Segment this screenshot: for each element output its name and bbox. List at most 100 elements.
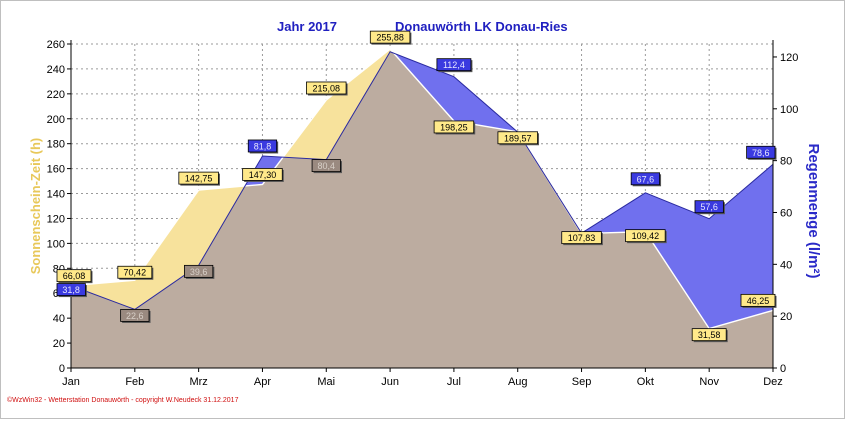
chart-title-year: Jahr 2017: [277, 19, 337, 34]
rain-data-label-text: 22,6: [126, 311, 144, 321]
chart-title-location: Donauwörth LK Donau-Ries: [395, 19, 568, 34]
rain-data-label-text: 67,6: [637, 174, 655, 184]
rain-data-label: 81,8: [247, 139, 279, 154]
rain-data-label-text: 31,8: [62, 285, 80, 295]
sunshine-data-label: 198,25: [433, 120, 476, 135]
right-tick-label: 80: [780, 156, 792, 168]
sunshine-data-label: 31,58: [691, 328, 728, 343]
left-tick-label: 260: [47, 39, 65, 51]
x-tick-label: Apr: [254, 376, 271, 388]
sunshine-data-label-text: 147,30: [249, 170, 277, 180]
sunshine-data-label: 46,25: [740, 293, 777, 308]
rain-data-label-box: [184, 264, 214, 278]
sunshine-data-label-box: [561, 231, 602, 245]
rain-data-label: 112,4: [436, 58, 473, 73]
sunshine-data-label: 189,57: [497, 131, 540, 146]
rain-data-label-text: 57,6: [700, 202, 718, 212]
rain-data-label: 78,6: [746, 145, 777, 160]
sunshine-data-label-text: 198,25: [440, 122, 468, 132]
left-tick-label: 0: [59, 363, 65, 375]
sunshine-data-label: 107,83: [561, 231, 603, 246]
sunshine-data-label: 147,30: [242, 168, 284, 182]
left-tick-label: 180: [47, 139, 65, 151]
right-tick-label: 120: [780, 52, 798, 64]
rain-data-label: 80,4: [311, 159, 342, 174]
right-tick-label: 20: [780, 311, 792, 323]
rain-data-label-box: [56, 283, 86, 296]
x-tick-label: Feb: [125, 376, 144, 388]
sunshine-data-label-box: [625, 229, 666, 243]
x-tick-label: Okt: [637, 376, 654, 388]
rain-data-label-text: 80,4: [318, 161, 336, 171]
rain-data-label-text: 39,6: [190, 267, 208, 277]
sunshine-data-label-box: [740, 293, 776, 307]
sunshine-data-label-text: 70,42: [124, 268, 147, 278]
left-tick-label: 140: [47, 189, 65, 201]
sunshine-data-label-box: [117, 265, 153, 279]
sunshine-data-label-box: [306, 81, 347, 95]
sunshine-data-label-text: 66,08: [63, 271, 86, 281]
x-tick-label: Mai: [317, 376, 335, 388]
sunshine-data-label: 66,08: [56, 269, 93, 284]
left-tick-label: 40: [53, 313, 65, 325]
sunshine-data-label-text: 189,57: [504, 133, 532, 143]
rain-data-label-text: 112,4: [443, 60, 465, 70]
sunshine-line: [70, 48, 774, 330]
left-tick-label: 120: [47, 213, 65, 225]
rain-data-label-box: [120, 309, 150, 322]
left-tick-label: 200: [47, 114, 65, 126]
left-axis-label: Sonnenschein-Zeit (h): [28, 138, 43, 275]
x-tick-label: Sep: [572, 376, 592, 388]
sunshine-data-label-text: 215,08: [313, 83, 341, 93]
left-tick-label: 100: [47, 238, 65, 250]
left-tick-label: 220: [47, 89, 65, 101]
sunshine-data-label-text: 31,58: [698, 330, 721, 340]
sunshine-data-label: 142,75: [178, 171, 220, 186]
rain-data-label: 57,6: [694, 200, 725, 215]
chart-axes: 0 20 40 60 80 100 120 140 160 180 200 220 240 260 0 20 4…: [47, 39, 799, 388]
sunshine-data-label-box: [691, 328, 727, 342]
right-axis-label: Regenmenge (l/m²): [805, 143, 822, 278]
overlap-area: [71, 51, 773, 369]
x-tick-label: Aug: [508, 376, 528, 388]
rain-data-label-box: [436, 58, 472, 72]
rain-data-label-box: [694, 200, 724, 214]
sunshine-data-label-text: 142,75: [185, 174, 213, 184]
footer-copyright: ©WzWin32 - Wetterstation Donauwörth - co…: [7, 396, 239, 404]
rain-data-label: 67,6: [630, 172, 662, 187]
sunshine-data-label: 215,08: [306, 81, 348, 96]
sunshine-data-label-box: [242, 168, 283, 181]
right-tick-label: 100: [780, 104, 798, 116]
rain-data-label-box: [311, 159, 341, 173]
x-tick-label: Jun: [381, 376, 399, 388]
right-tick-label: 40: [780, 259, 792, 271]
sunshine-data-label-box: [178, 171, 219, 185]
left-tick-label: 20: [53, 338, 65, 350]
sunshine-data-label-text: 107,83: [568, 233, 596, 243]
rain-data-label: 39,6: [184, 264, 215, 279]
sunshine-data-label-box: [369, 30, 411, 44]
left-tick-label: 240: [47, 64, 65, 76]
rain-data-label-box: [247, 139, 278, 153]
right-tick-label: 60: [780, 207, 792, 219]
left-tick-label: 160: [47, 164, 65, 176]
sunshine-data-label-text: 46,25: [747, 296, 770, 306]
chart-areas: [70, 48, 774, 369]
right-tick-label: 0: [780, 363, 786, 375]
rain-data-label-box: [746, 145, 776, 159]
sunshine-data-label: 70,42: [117, 265, 154, 280]
rain-data-label-text: 78,6: [752, 148, 770, 158]
sunshine-data-label-box: [56, 269, 92, 283]
sunshine-data-label-box: [433, 120, 475, 134]
sunshine-data-label-text: 255,88: [376, 33, 404, 43]
x-tick-label: Nov: [699, 376, 719, 388]
rain-data-label-text: 81,8: [254, 141, 272, 151]
data-labels: 66,08 70,42 142,75 147,30 215,08 255,88 198,25…: [56, 30, 777, 343]
sunshine-data-label-text: 109,42: [632, 231, 660, 241]
x-tick-label: Jan: [62, 376, 80, 388]
sunshine-data-label: 109,42: [625, 229, 667, 244]
x-tick-label: Jul: [447, 376, 461, 388]
rain-data-label: 31,8: [56, 283, 87, 298]
